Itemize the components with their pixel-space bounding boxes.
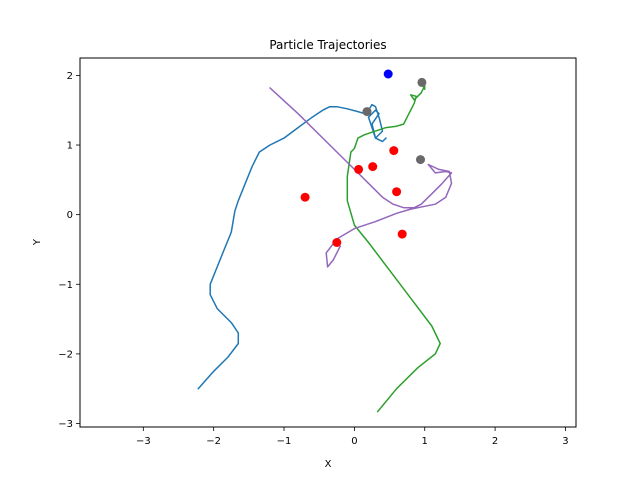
y-tick-label: −2	[58, 349, 73, 360]
y-tick-label: 2	[67, 71, 73, 82]
gray-point-9	[362, 107, 372, 117]
red-point-7	[392, 187, 402, 197]
y-tick-label: 0	[67, 210, 73, 221]
x-tick-label: −1	[277, 436, 292, 447]
chart-title: Particle Trajectories	[269, 38, 386, 52]
gray-point-10	[417, 77, 427, 87]
red-point-3	[332, 238, 342, 247]
gray-point-11	[416, 155, 425, 165]
x-tick-label: 3	[562, 436, 568, 447]
x-tick-label: 2	[492, 436, 498, 447]
trajectory-line-3	[269, 87, 453, 268]
red-point-4	[354, 164, 364, 174]
y-axis-label: Y	[32, 238, 43, 246]
x-tick-label: −3	[136, 436, 151, 447]
trajectory-line-1	[197, 103, 387, 390]
red-point-5	[368, 162, 378, 172]
axis-ticks: −3 −2 −1 0 1 2 3 −3 −2 −1 0 1 2	[58, 71, 568, 447]
red-point-8	[397, 229, 407, 239]
red-point-6	[389, 146, 399, 156]
x-tick-label: 1	[422, 436, 428, 447]
plot-area	[197, 69, 453, 413]
x-tick-label: −2	[206, 436, 221, 447]
axes-frame	[79, 57, 577, 428]
x-axis-label: X	[325, 459, 332, 470]
y-tick-label: −1	[58, 280, 73, 291]
trajectory-line-2	[346, 81, 441, 413]
blue-point-1	[383, 69, 393, 79]
y-tick-label: 1	[67, 141, 73, 152]
x-tick-label: 0	[351, 436, 357, 447]
red-point-2	[300, 192, 310, 202]
y-tick-label: −3	[58, 419, 73, 430]
